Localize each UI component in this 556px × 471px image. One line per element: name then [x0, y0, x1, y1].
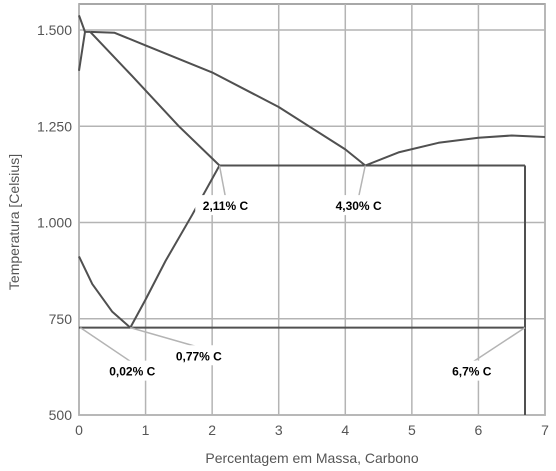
- x-tick-label: 2: [208, 422, 216, 438]
- annotation-label: 4,30% C: [336, 199, 382, 213]
- x-tick-label: 3: [275, 422, 283, 438]
- y-axis-title: Temperatura [Celsius]: [6, 154, 22, 290]
- y-tick-label: 1.250: [37, 118, 72, 134]
- x-tick-label: 0: [75, 422, 83, 438]
- series-group: [78, 15, 546, 415]
- annotation-leader: [471, 326, 526, 364]
- annotation-leader: [218, 165, 227, 198]
- phase-boundary-2: [78, 31, 86, 71]
- x-tick-label: 1: [142, 422, 150, 438]
- phase-boundary-7: [129, 165, 221, 329]
- phase-boundary-4: [89, 31, 221, 167]
- phase-boundary-3: [90, 30, 366, 167]
- grid: [78, 3, 546, 416]
- annotation-leader: [79, 326, 133, 364]
- y-tick-label: 500: [49, 407, 73, 423]
- annotation-background: [445, 360, 499, 381]
- annotation-background: [102, 360, 163, 381]
- annotations: 2,11% C 4,30% C 0,02% C 0,77% C 6,7% C: [79, 165, 526, 381]
- annotation-label: 0,77% C: [176, 349, 222, 363]
- x-tick-label: 6: [475, 422, 483, 438]
- plot-frame: [78, 3, 546, 416]
- phase-boundary-6: [364, 134, 546, 167]
- annotation-leader: [357, 165, 366, 198]
- x-tick-label: 7: [541, 422, 549, 438]
- y-tick-label: 1.000: [37, 215, 72, 231]
- y-tick-label: 750: [49, 311, 73, 327]
- annotation-background: [195, 195, 256, 216]
- annotation-leader: [130, 326, 200, 348]
- annotation-label: 2,11% C: [203, 199, 249, 213]
- x-axis-title: Percentagem em Massa, Carbono: [205, 450, 418, 466]
- annotation-background: [328, 195, 389, 216]
- x-tick-label: 4: [341, 422, 349, 438]
- annotation-background: [168, 345, 230, 366]
- annotation-label: 0,02% C: [109, 365, 155, 379]
- x-tick-label: 5: [408, 422, 416, 438]
- y-tick-label: 1.500: [37, 22, 72, 38]
- annotation-label: 6,7% C: [452, 365, 492, 379]
- phase-boundary-8: [78, 255, 131, 329]
- axes: Percentagem em Massa, Carbono Temperatur…: [6, 22, 549, 466]
